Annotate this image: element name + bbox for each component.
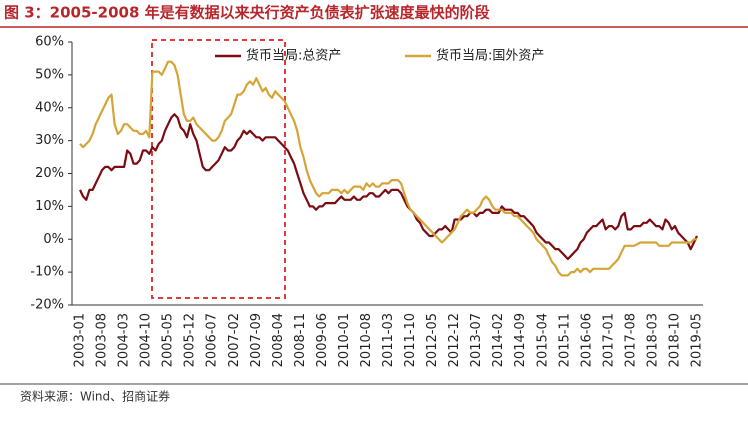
x-tick-label: 2017-01 xyxy=(601,313,616,367)
y-tick-label: 20% xyxy=(35,166,64,181)
legend-label: 货币当局:国外资产 xyxy=(436,48,544,64)
x-tick-label: 2018-03 xyxy=(645,313,660,367)
x-tick-label: 2012-05 xyxy=(425,313,440,367)
x-tick-label: 2015-11 xyxy=(557,313,572,367)
y-tick-label: 40% xyxy=(35,100,64,115)
x-tick-label: 2004-03 xyxy=(117,313,132,367)
chart-title: 图 3：2005-2008 年是有数据以来央行资产负债表扩张速度最快的阶段 xyxy=(4,4,490,22)
x-tick-label: 2014-09 xyxy=(513,313,528,367)
x-tick-label: 2018-10 xyxy=(667,313,682,367)
series-line xyxy=(79,60,697,277)
x-tick-label: 2005-12 xyxy=(183,313,198,367)
x-tick-label: 2019-05 xyxy=(690,313,705,367)
source: 资料来源：Wind、招商证券 xyxy=(20,389,170,404)
y-tick-label: 10% xyxy=(35,199,64,214)
x-tick-label: 2012-12 xyxy=(447,313,462,367)
x-tick-label: 2016-06 xyxy=(579,313,594,367)
x-tick-label: 2014-02 xyxy=(491,313,506,367)
x-tick-label: 2007-09 xyxy=(249,313,264,367)
y-tick-label: 30% xyxy=(35,133,64,148)
x-tick-label: 2006-07 xyxy=(205,313,220,367)
x-tick-label: 2013-07 xyxy=(469,313,484,367)
x-tick-label: 2008-04 xyxy=(271,313,286,367)
highlight-box xyxy=(151,39,286,299)
x-tick-label: 2017-08 xyxy=(623,313,638,367)
x-tick-label: 2007-02 xyxy=(227,313,242,367)
y-tick-label: -20% xyxy=(30,298,64,313)
x-tick-label: 2003-08 xyxy=(95,313,110,367)
y-tick-label: 50% xyxy=(35,67,64,82)
legend-label: 货币当局:总资产 xyxy=(246,48,341,64)
x-tick-label: 2010-08 xyxy=(359,313,374,367)
x-tick-label: 2008-11 xyxy=(293,313,308,367)
x-tick-label: 2015-04 xyxy=(535,313,550,367)
y-tick-label: 60% xyxy=(35,35,64,50)
x-tick-label: 2004-10 xyxy=(139,313,154,367)
x-tick-label: 2005-05 xyxy=(161,313,176,367)
y-tick-label: 0% xyxy=(43,232,64,247)
x-tick-label: 2011-03 xyxy=(381,313,396,367)
y-tick-label: -10% xyxy=(30,265,64,280)
x-tick-label: 2003-01 xyxy=(73,313,88,367)
x-tick-label: 2011-10 xyxy=(403,313,418,367)
x-tick-label: 2010-01 xyxy=(337,313,352,367)
x-tick-label: 2009-06 xyxy=(315,313,330,367)
series-line xyxy=(79,113,698,261)
